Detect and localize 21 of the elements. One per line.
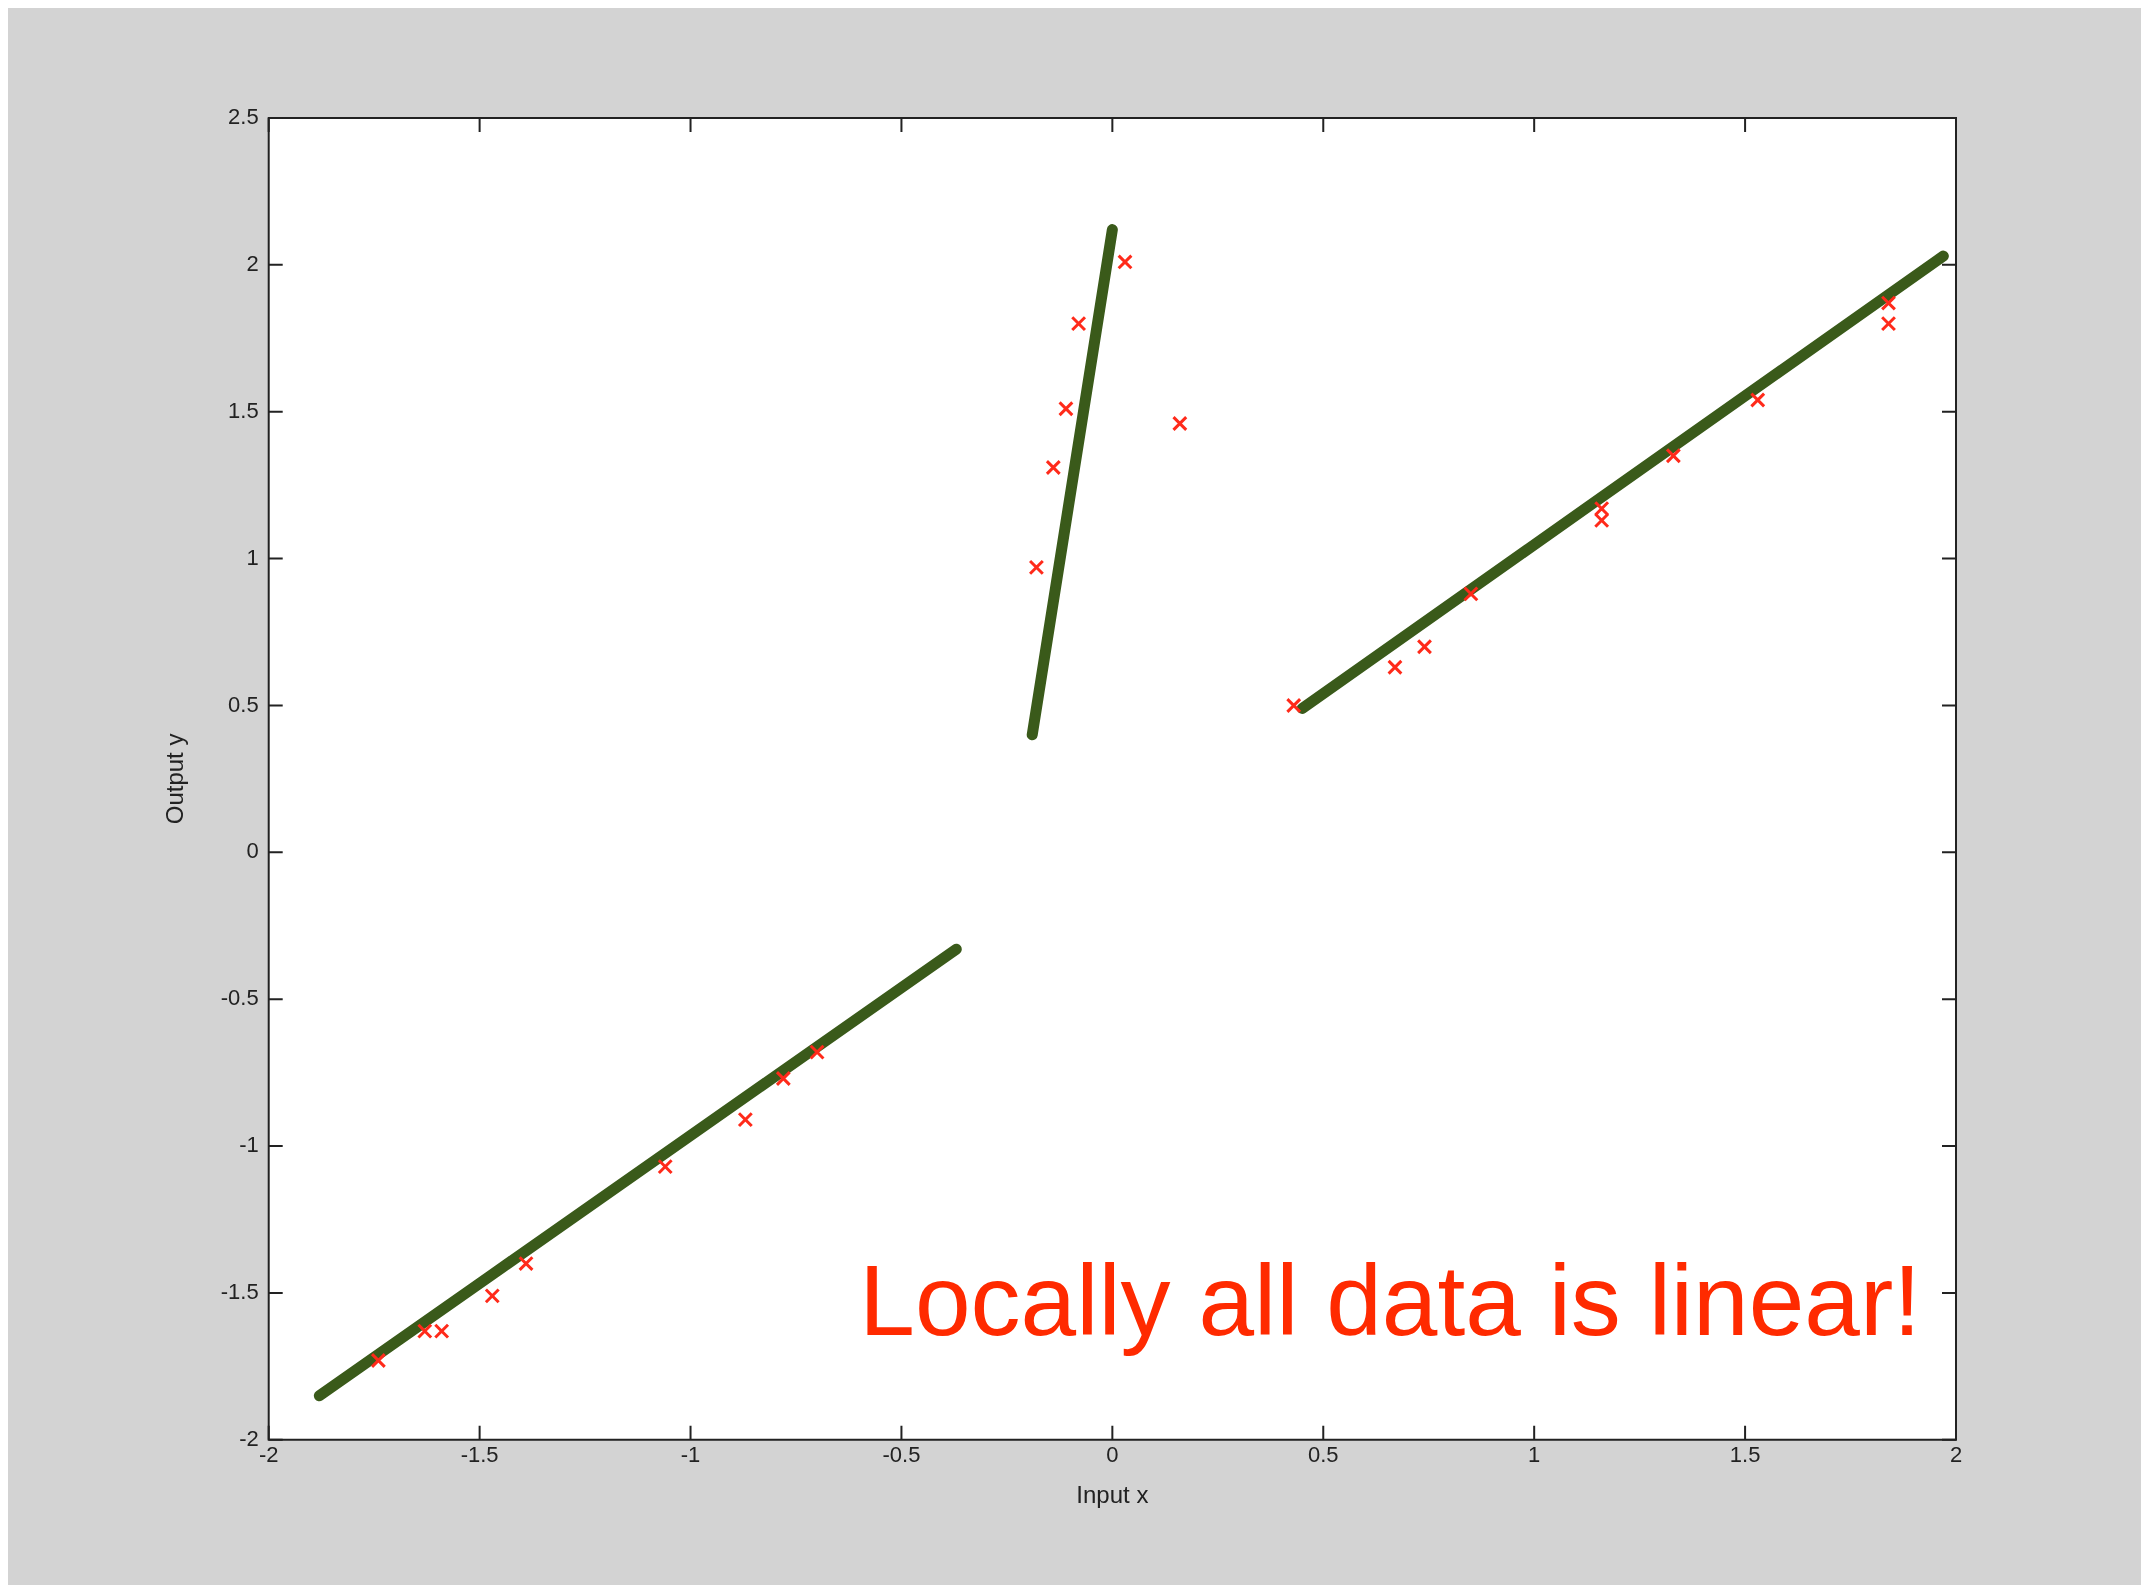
x-tick-label: 1.5 — [1729, 1442, 1761, 1468]
x-axis-title: Input x — [1076, 1481, 1149, 1509]
x-tick-label: -1.5 — [460, 1442, 499, 1468]
y-tick-label: -1 — [239, 1132, 259, 1158]
y-tick-label: 1.5 — [228, 397, 259, 423]
y-tick-label: 1 — [246, 544, 259, 570]
x-tick-label: 0.5 — [1307, 1442, 1339, 1468]
y-tick-label: 0.5 — [228, 691, 259, 717]
y-tick-label: -2 — [239, 1425, 259, 1451]
y-axis-title: Output y — [161, 733, 189, 825]
y-tick-label: -1.5 — [220, 1279, 259, 1304]
x-tick-label: -1 — [680, 1442, 701, 1468]
y-tick-label: -0.5 — [220, 985, 259, 1011]
x-tick-label: -0.5 — [882, 1442, 921, 1468]
y-tick-label: 0 — [246, 838, 259, 864]
y-tick-label: 2 — [246, 250, 259, 276]
annotation: Locally all data is linear! — [859, 1243, 1921, 1356]
y-tick-label: 2.5 — [228, 104, 259, 130]
x-tick-label: 2 — [1949, 1442, 1963, 1468]
x-tick-label: 1 — [1528, 1442, 1541, 1468]
x-tick-label: 0 — [1106, 1442, 1119, 1468]
